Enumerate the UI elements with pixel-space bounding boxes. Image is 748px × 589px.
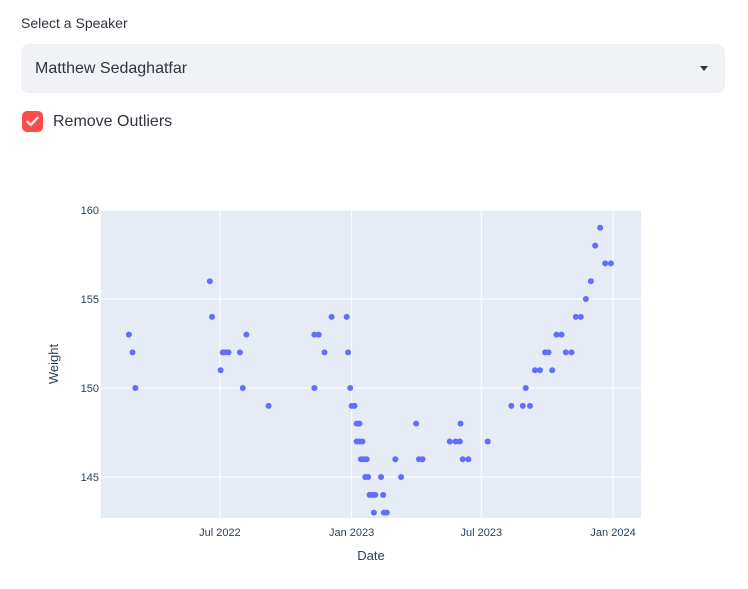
data-point <box>392 456 399 463</box>
checkmark-icon <box>26 116 39 127</box>
data-point <box>602 260 609 267</box>
data-point <box>484 438 491 445</box>
speaker-select-value: Matthew Sedaghatfar <box>35 59 188 77</box>
x-axis-ticks: Jul 2022 Jan 2023 Jul 2023 Jan 2024 <box>199 527 636 539</box>
data-point <box>378 474 385 481</box>
remove-outliers-checkbox-row[interactable]: Remove Outliers <box>22 111 172 132</box>
chevron-down-icon[interactable] <box>700 66 708 71</box>
data-point <box>607 260 614 267</box>
data-point <box>413 420 420 427</box>
y-tick-label: 160 <box>81 205 99 217</box>
data-point <box>446 438 453 445</box>
data-point <box>545 349 552 356</box>
select-label: Select a Speaker <box>21 15 128 31</box>
data-point <box>549 367 556 374</box>
data-point <box>236 349 243 356</box>
data-point <box>519 402 526 409</box>
data-point <box>328 313 335 320</box>
x-tick-label: Jan 2023 <box>329 527 374 539</box>
data-point <box>209 313 216 320</box>
x-tick-label: Jan 2024 <box>590 527 635 539</box>
speaker-select[interactable]: Matthew Sedaghatfar <box>21 44 725 93</box>
data-point <box>597 224 604 231</box>
data-point <box>129 349 136 356</box>
data-point <box>419 456 426 463</box>
data-point <box>456 438 463 445</box>
data-point <box>592 242 599 249</box>
data-point <box>243 331 250 338</box>
remove-outliers-checkbox[interactable] <box>22 111 43 132</box>
data-point <box>265 402 272 409</box>
data-point <box>132 385 139 392</box>
x-tick-label: Jul 2023 <box>460 527 502 539</box>
grid-lines <box>101 209 641 518</box>
data-point <box>347 385 354 392</box>
data-point <box>459 456 466 463</box>
data-point <box>582 296 589 303</box>
data-point <box>351 402 358 409</box>
data-point <box>380 491 387 498</box>
remove-outliers-label: Remove Outliers <box>53 112 173 130</box>
data-point <box>577 313 584 320</box>
data-point <box>311 385 318 392</box>
data-point <box>522 385 529 392</box>
data-point <box>343 313 350 320</box>
data-point <box>457 420 464 427</box>
data-point <box>508 402 515 409</box>
data-point <box>125 331 132 338</box>
x-axis-label: Date <box>357 548 384 563</box>
data-point <box>558 331 565 338</box>
y-tick-label: 150 <box>81 383 99 395</box>
data-point <box>553 331 560 338</box>
data-point <box>345 349 352 356</box>
data-point <box>526 402 533 409</box>
y-tick-label: 145 <box>81 472 99 484</box>
data-point <box>587 278 594 285</box>
data-point <box>568 349 575 356</box>
data-point <box>452 438 459 445</box>
data-point <box>225 349 232 356</box>
data-point <box>239 385 246 392</box>
data-point <box>372 491 379 498</box>
data-point <box>465 456 472 463</box>
y-axis-ticks: 145 150 155 160 <box>81 205 99 484</box>
data-point <box>537 367 544 374</box>
data-point <box>562 349 569 356</box>
data-point <box>321 349 328 356</box>
data-point <box>217 367 224 374</box>
data-point <box>383 509 390 516</box>
y-axis-label: Weight <box>46 344 61 385</box>
weight-scatter-chart[interactable]: 145 150 155 160 Jul 2022 Jan 2023 Jul 2023 Jan… <box>0 180 748 580</box>
data-point <box>532 367 539 374</box>
plot-area[interactable] <box>101 210 641 518</box>
data-point <box>363 456 370 463</box>
y-tick-label: 155 <box>81 294 99 306</box>
data-point <box>370 509 377 516</box>
data-point <box>356 420 363 427</box>
data-point <box>365 474 372 481</box>
data-point <box>398 474 405 481</box>
data-point <box>572 313 579 320</box>
data-point <box>206 278 213 285</box>
data-point <box>359 438 366 445</box>
data-point <box>311 331 318 338</box>
x-tick-label: Jul 2022 <box>199 527 241 539</box>
data-point <box>315 331 322 338</box>
data-points <box>125 224 614 516</box>
